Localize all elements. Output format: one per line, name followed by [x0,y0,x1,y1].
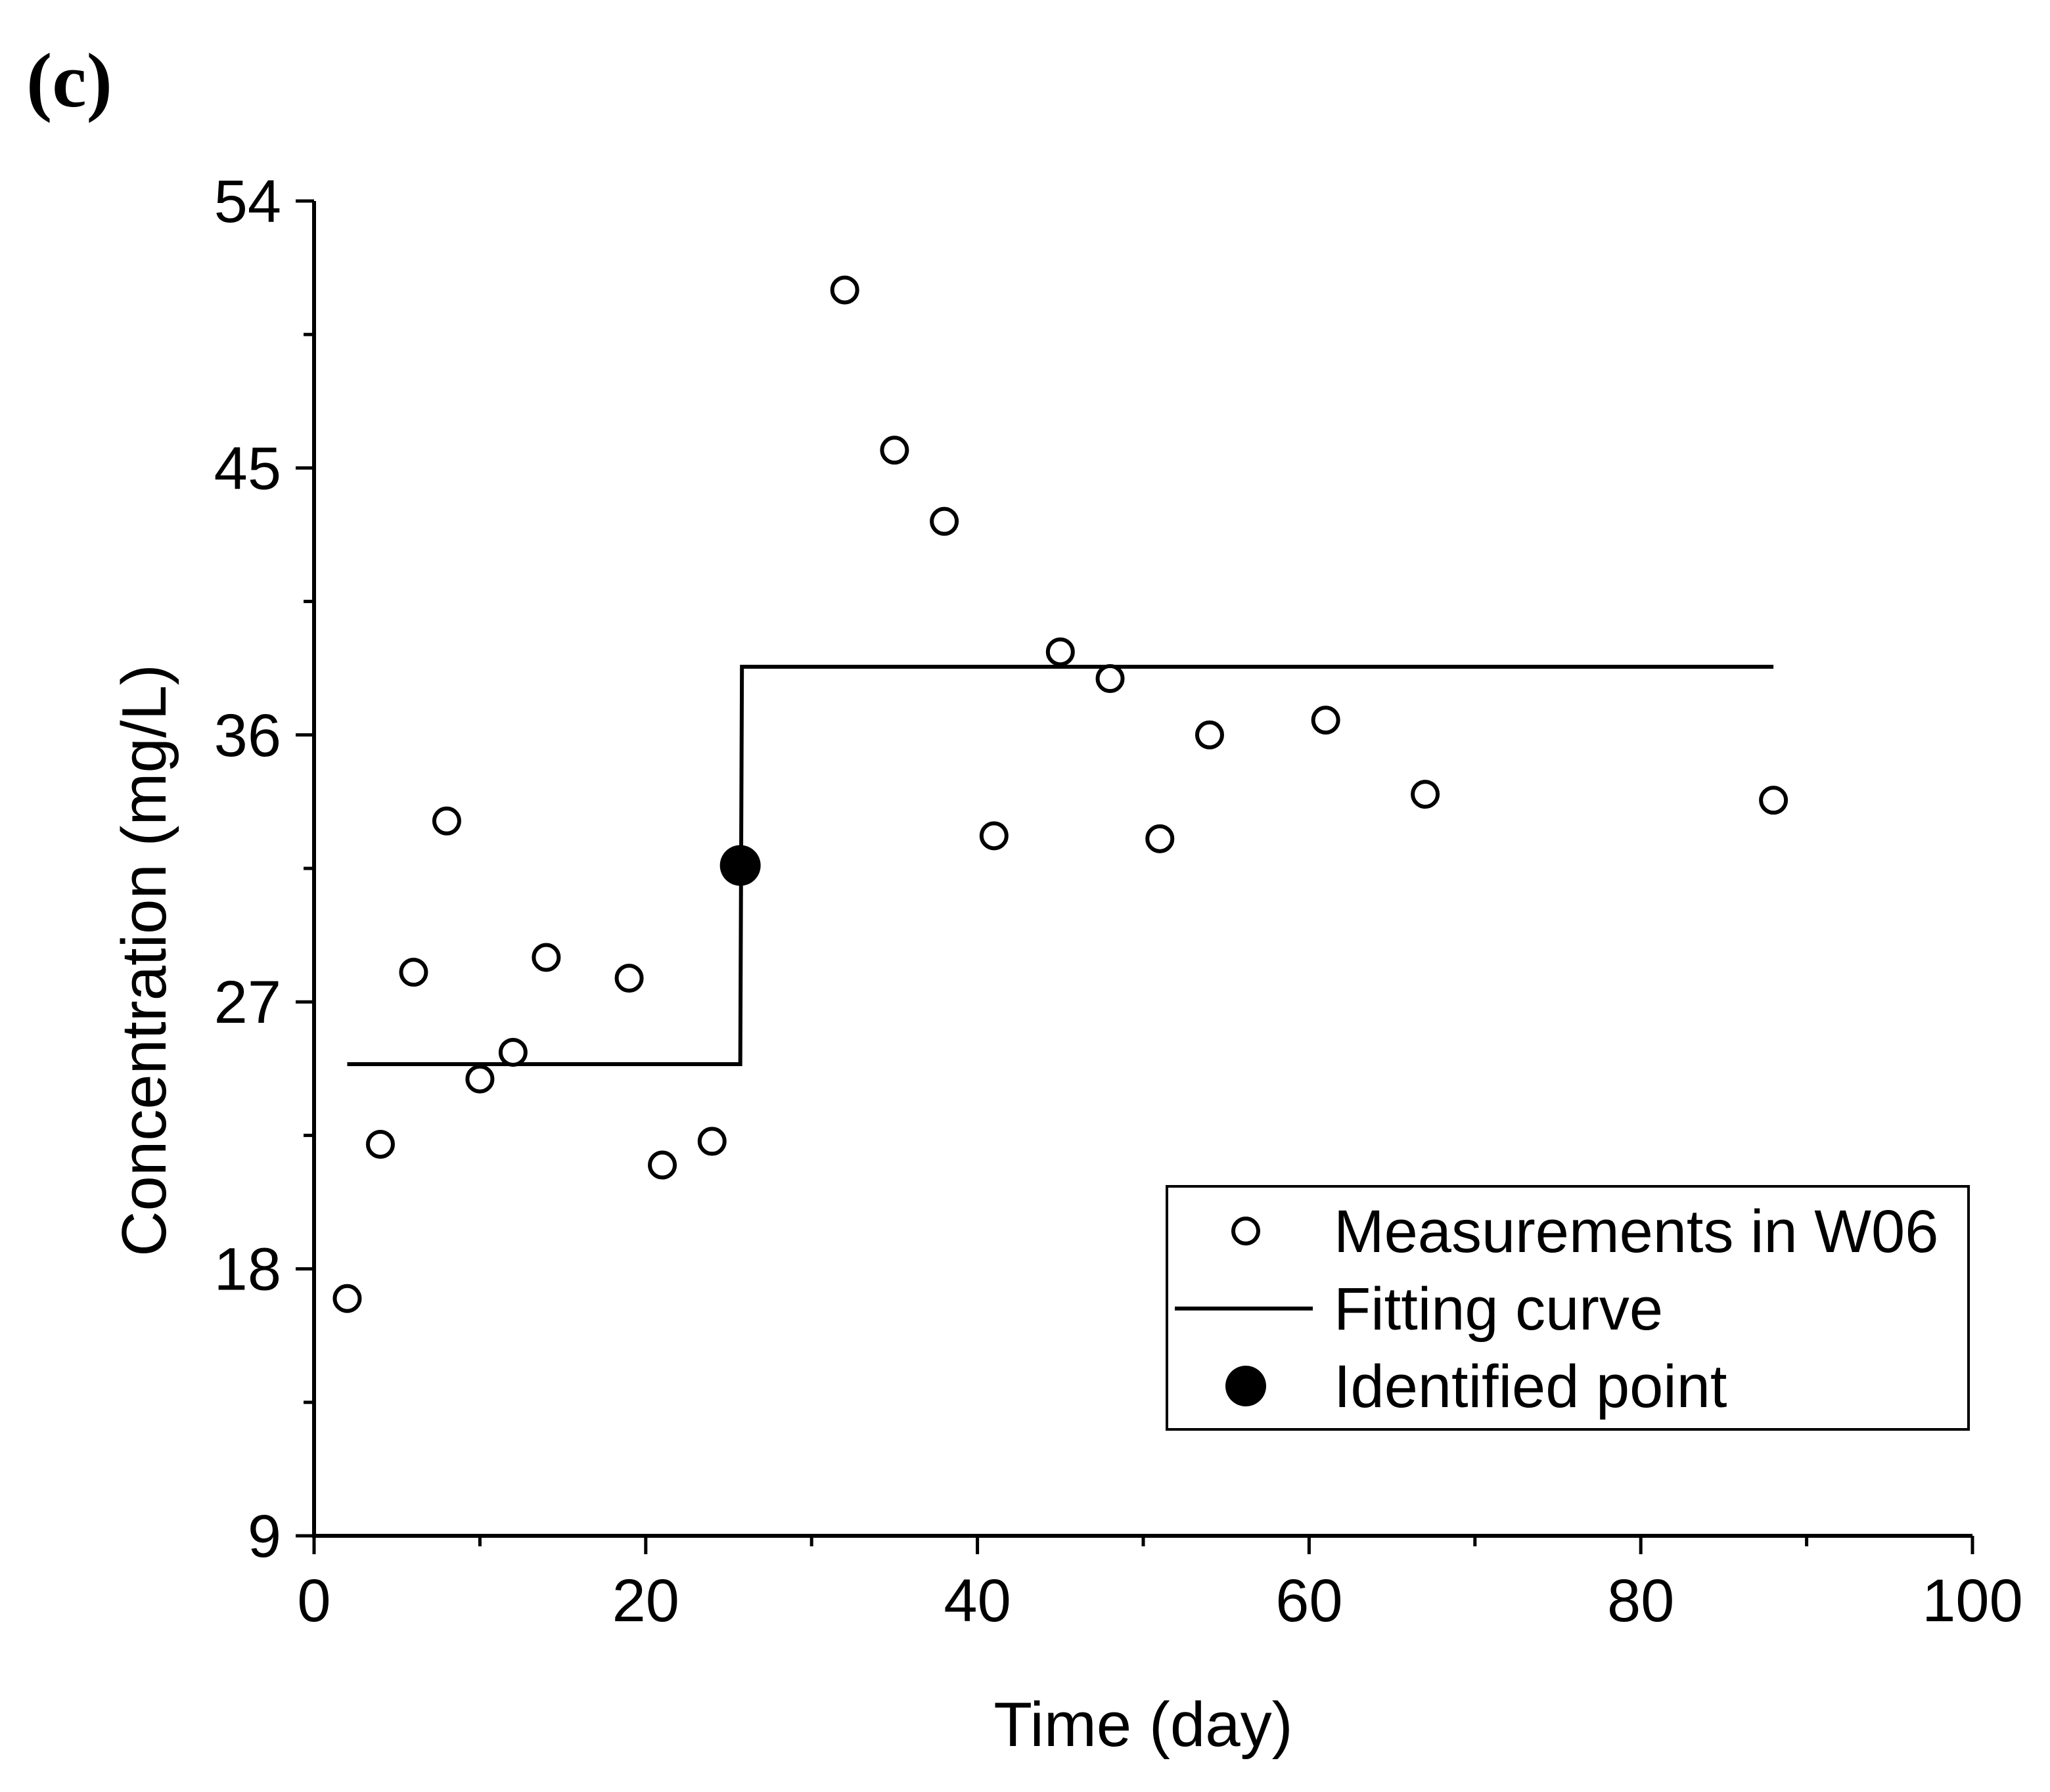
y-tick-label: 54 [214,168,281,235]
y-tick-label: 18 [214,1236,281,1303]
measurement-point [434,809,459,834]
legend-label: Fitting curve [1334,1276,1663,1343]
measurement-point [1098,666,1123,691]
measurement-point [368,1132,393,1157]
measurement-point [401,960,426,985]
legend: Measurements in W06 Fitting curve Identifi… [1167,1186,1969,1429]
measurement-point [534,945,558,970]
x-tick-label: 40 [944,1567,1011,1634]
measurement-point [617,966,642,991]
measurement-point [1761,788,1786,813]
y-axis-label: Concentration (mg/L) [109,664,179,1257]
measurement-point [932,509,957,534]
measurement-point [1413,782,1438,807]
fitting-curve-line [347,667,1773,1064]
x-tick-label: 20 [612,1567,679,1634]
measurement-point [334,1286,359,1311]
measurement-point [1147,826,1172,851]
measurement-point [650,1153,675,1178]
legend-open-circle-icon [1233,1219,1258,1243]
x-tick-label: 100 [1922,1567,2023,1634]
x-tick-label: 60 [1275,1567,1342,1634]
legend-label: Measurements in W06 [1334,1198,1938,1265]
y-tick-label: 36 [214,702,281,769]
measurement-point [467,1067,492,1092]
y-tick-label: 45 [214,435,281,502]
legend-label: Identified point [1334,1353,1727,1420]
measurement-point [700,1129,725,1154]
x-tick-label: 0 [297,1567,330,1634]
measurement-point [1048,639,1073,664]
x-axis-label: Time (day) [993,1690,1292,1760]
concentration-chart: (c) 0 20 40 60 80 100 9 18 27 36 45 54 Time (day) Con… [0,0,2050,1792]
panel-label: (c) [26,37,112,123]
measurement-point [882,437,907,462]
y-tick-label: 9 [248,1503,281,1570]
measurement-point [501,1040,526,1065]
plot-area: 0 20 40 60 80 100 9 18 27 36 45 54 Time (day) Concent… [109,168,2023,1760]
measurement-point [1313,707,1338,732]
x-tick-label: 80 [1607,1567,1674,1634]
y-tick-label: 27 [214,969,281,1036]
measurement-point [832,277,857,302]
legend-filled-circle-icon [1225,1366,1266,1406]
identified-point [720,845,761,885]
measurement-point [982,823,1007,848]
measurement-point [1197,723,1222,748]
